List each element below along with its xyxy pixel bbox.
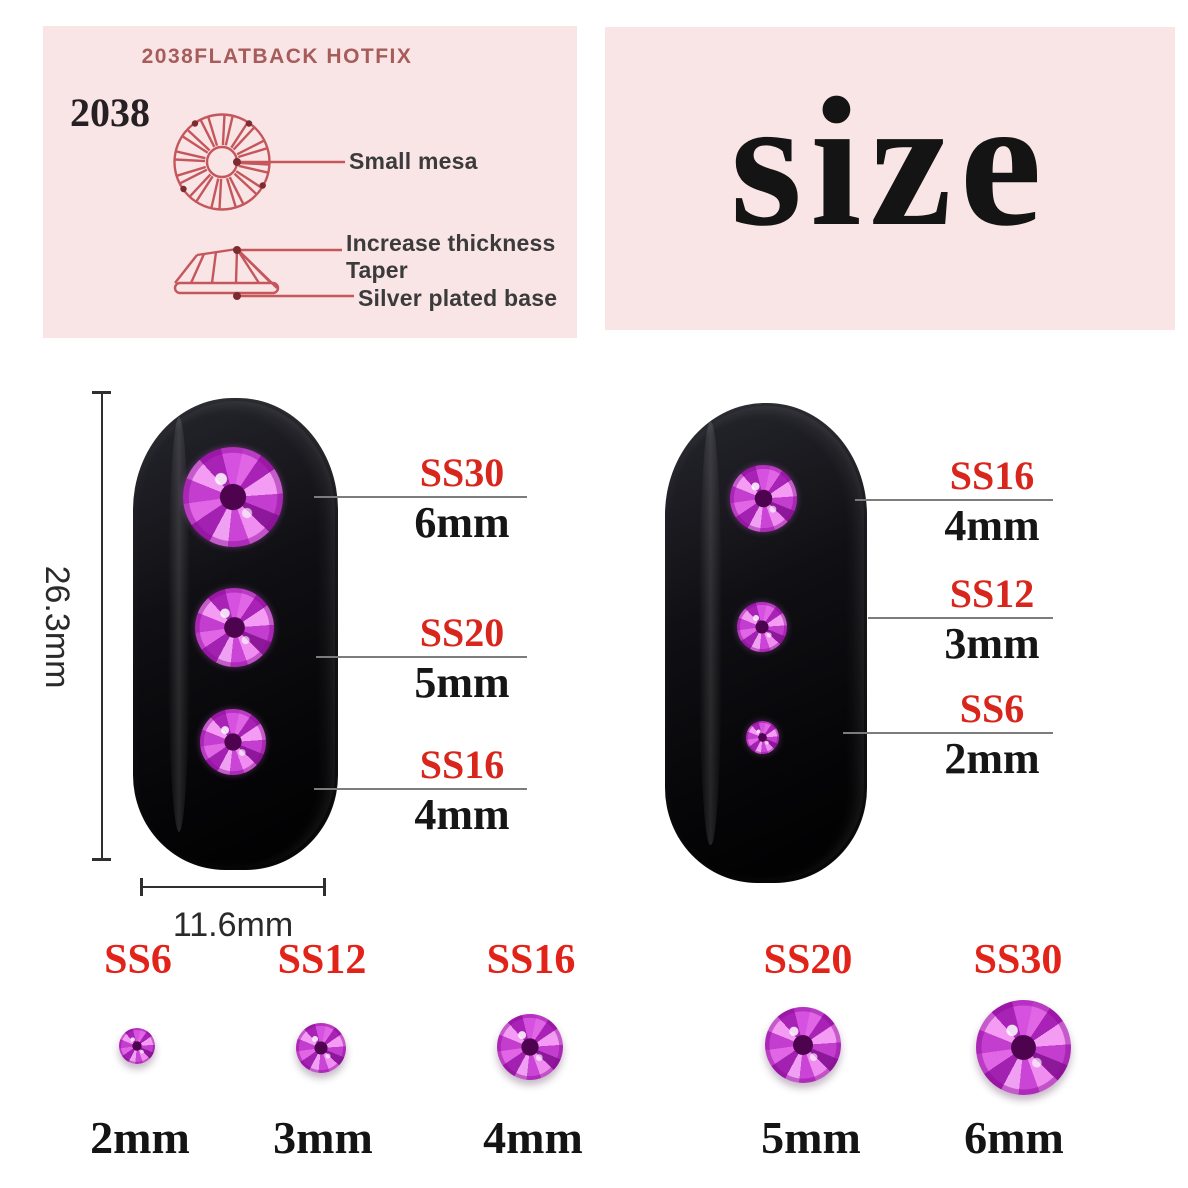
size-panel-title: size — [605, 27, 1175, 330]
mm-label: 5mm — [414, 658, 510, 707]
ss-label: SS30 — [419, 450, 505, 495]
mm-label: 4mm — [944, 501, 1040, 550]
nail-width-label: 11.6mm — [172, 906, 294, 944]
mm-label: 4mm — [414, 790, 510, 839]
leader-line — [843, 732, 1053, 734]
size-panel — [605, 27, 1175, 330]
ss-label: SS6 — [959, 686, 1025, 731]
top-view-diagram — [173, 113, 345, 211]
height-measure-cap-bottom — [92, 858, 111, 861]
spec-panel-title: 2038FLATBACK HOTFIX — [141, 45, 413, 68]
mm-label: 2mm — [944, 734, 1040, 783]
ss-label: SS16 — [419, 742, 505, 787]
height-measure-line — [101, 392, 103, 860]
stone-ss12 — [296, 1023, 346, 1073]
leader-line — [868, 617, 1053, 619]
diagram-dots — [180, 120, 266, 193]
stone-ss20-on-nail — [195, 588, 274, 667]
ss-label: SS12 — [949, 571, 1035, 616]
stone-ss6-on-nail2 — [746, 721, 779, 754]
stone-ss16 — [497, 1014, 563, 1080]
leader-line — [314, 496, 527, 498]
leader-line — [316, 656, 527, 658]
stone-ss16-on-nail2 — [730, 465, 797, 532]
size-title-text: size — [730, 60, 1050, 265]
ss-row-label: SS20 — [763, 937, 853, 983]
side-view-diagram — [173, 247, 354, 298]
stone-ss30-on-nail — [183, 447, 283, 547]
mm-row-label: 5mm — [761, 1112, 861, 1163]
stone-ss20 — [765, 1007, 841, 1083]
stone-ss16-on-nail — [200, 709, 266, 775]
mm-row-label: 4mm — [483, 1112, 583, 1163]
callout-taper: Taper — [346, 257, 408, 283]
ss-label: SS16 — [949, 453, 1035, 498]
callout-increase-thickness: Increase thickness — [346, 230, 556, 256]
callout-silver-plated-base: Silver plated base — [358, 285, 558, 311]
width-measure-line — [141, 886, 325, 888]
mm-row-label: 3mm — [273, 1112, 373, 1163]
ss-row-label: SS30 — [973, 937, 1063, 983]
width-measure-tick-left — [140, 878, 143, 896]
ss-label: SS20 — [419, 610, 505, 655]
height-measure-cap-top — [92, 391, 111, 394]
rhinestone-diagram — [173, 113, 354, 300]
mm-label: 6mm — [414, 498, 510, 547]
nail-height-label: 26.3mm — [38, 565, 76, 689]
ss-row-label: SS12 — [277, 937, 367, 983]
mm-row-label: 6mm — [964, 1112, 1064, 1163]
model-number: 2038 — [70, 90, 150, 135]
width-measure-tick-right — [323, 878, 326, 896]
mm-label: 3mm — [944, 619, 1040, 668]
spec-panel — [43, 26, 577, 338]
mm-row-label: 2mm — [90, 1112, 190, 1163]
ss-row-label: SS6 — [104, 937, 172, 983]
stone-ss30 — [976, 1000, 1071, 1095]
callout-small-mesa: Small mesa — [349, 148, 478, 174]
leader-line — [855, 499, 1053, 501]
leader-line — [314, 788, 527, 790]
ss-row-label: SS16 — [486, 937, 576, 983]
stone-ss6 — [119, 1028, 155, 1064]
stone-ss12-on-nail2 — [737, 602, 787, 652]
